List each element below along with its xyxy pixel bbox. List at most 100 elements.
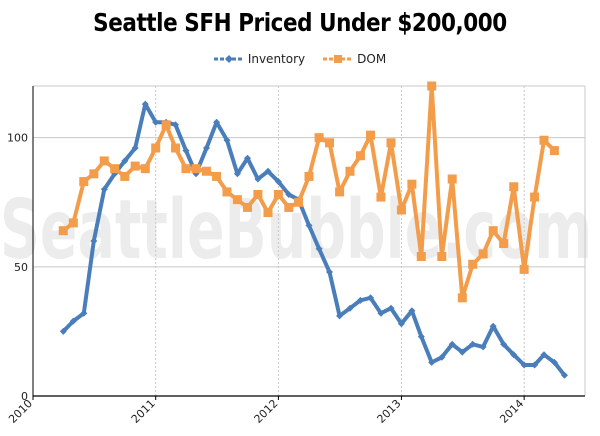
x-tick-label: 2012 bbox=[252, 397, 281, 426]
dom-point bbox=[140, 164, 150, 174]
inventory-point bbox=[561, 371, 568, 379]
y-tick-label: 100 bbox=[7, 132, 28, 145]
legend-label-dom: DOM bbox=[357, 52, 387, 66]
dom-point bbox=[386, 138, 396, 148]
inventory-point bbox=[336, 312, 344, 320]
dom-point bbox=[58, 226, 68, 236]
inventory-point bbox=[438, 353, 446, 361]
inventory-point bbox=[172, 121, 179, 129]
dom-point bbox=[539, 135, 549, 145]
inventory-point bbox=[550, 358, 558, 366]
dom-point bbox=[325, 138, 335, 148]
inventory-point bbox=[141, 100, 149, 108]
x-tick-label: 2010 bbox=[6, 397, 35, 426]
dom-point bbox=[273, 190, 283, 199]
dom-point bbox=[253, 190, 263, 199]
y-tick-label: 0 bbox=[21, 390, 28, 403]
dom-point bbox=[355, 151, 365, 161]
series-layer bbox=[58, 81, 568, 379]
inventory-point bbox=[315, 245, 323, 253]
dom-point bbox=[499, 239, 509, 249]
inventory-point bbox=[100, 185, 108, 193]
dom-point bbox=[345, 166, 355, 176]
dom-point bbox=[171, 143, 181, 153]
inventory-point bbox=[428, 358, 436, 366]
dom-point bbox=[181, 164, 191, 174]
dom-point bbox=[314, 133, 324, 143]
dom-point bbox=[416, 252, 426, 261]
dom-point bbox=[457, 293, 467, 303]
inventory-point bbox=[479, 343, 487, 351]
legend-swatch-dom bbox=[323, 55, 354, 63]
dom-point bbox=[201, 166, 211, 176]
inventory-point bbox=[305, 222, 313, 229]
inventory-point bbox=[377, 309, 385, 317]
inventory-point bbox=[223, 136, 231, 144]
dom-point bbox=[366, 130, 376, 140]
inventory-point bbox=[367, 294, 374, 302]
dom-point bbox=[68, 218, 78, 228]
inventory-point bbox=[356, 296, 364, 304]
dom-point bbox=[335, 187, 345, 197]
inventory-point bbox=[500, 340, 508, 348]
inventory-point bbox=[469, 340, 477, 348]
dom-point bbox=[232, 195, 242, 205]
inventory-point bbox=[121, 157, 129, 165]
inventory-point bbox=[520, 361, 528, 369]
dom-point bbox=[263, 208, 273, 218]
inventory-point bbox=[131, 144, 139, 152]
grid-lines bbox=[32, 85, 586, 396]
inventory-point bbox=[417, 333, 425, 341]
dom-point bbox=[212, 171, 222, 181]
inventory-point bbox=[326, 268, 333, 276]
x-tick-label: 2013 bbox=[375, 397, 404, 426]
dom-point bbox=[468, 259, 478, 269]
inventory-point bbox=[448, 340, 456, 348]
chart-title: Seattle SFH Priced Under $200,000 bbox=[93, 8, 507, 37]
inventory-point bbox=[233, 170, 241, 178]
dom-point bbox=[294, 197, 304, 207]
inventory-point bbox=[540, 351, 548, 359]
dom-point bbox=[478, 249, 488, 259]
dom-point bbox=[222, 187, 232, 197]
inventory-point bbox=[397, 320, 405, 328]
dom-point bbox=[488, 226, 498, 236]
inventory-point bbox=[264, 167, 272, 175]
inventory-point bbox=[213, 118, 221, 126]
dom-point bbox=[89, 169, 99, 179]
dom-point bbox=[376, 192, 386, 202]
inventory-point bbox=[285, 191, 293, 198]
inventory-point bbox=[152, 118, 160, 126]
dom-point bbox=[191, 164, 201, 174]
dom-point bbox=[519, 264, 529, 274]
inventory-point bbox=[203, 144, 210, 152]
inventory-point bbox=[387, 304, 395, 312]
inventory-point bbox=[90, 237, 98, 245]
x-tick-label: 2011 bbox=[129, 397, 158, 426]
dom-point bbox=[79, 177, 89, 187]
inventory-point bbox=[458, 348, 466, 356]
dom-point bbox=[437, 252, 447, 261]
dom-point bbox=[447, 174, 457, 184]
inventory-point bbox=[182, 147, 190, 155]
inventory-point bbox=[59, 327, 67, 335]
dom-point bbox=[99, 156, 109, 166]
dom-point bbox=[284, 202, 294, 212]
dom-point bbox=[407, 179, 417, 189]
dom-point bbox=[130, 161, 140, 171]
dom-point bbox=[304, 171, 314, 181]
dom-point bbox=[509, 182, 519, 192]
dom-point bbox=[530, 192, 540, 202]
inventory-point bbox=[69, 317, 77, 325]
inventory-point bbox=[408, 307, 416, 315]
legend-label-inventory: Inventory bbox=[247, 52, 306, 66]
axes bbox=[32, 86, 585, 400]
dom-point bbox=[549, 146, 559, 156]
legend-item-inventory: Inventory bbox=[213, 52, 306, 66]
inventory-point bbox=[254, 175, 262, 183]
inventory-point bbox=[346, 304, 354, 312]
inventory-point bbox=[531, 361, 539, 369]
inventory-point bbox=[274, 178, 282, 186]
inventory-point bbox=[510, 351, 518, 359]
